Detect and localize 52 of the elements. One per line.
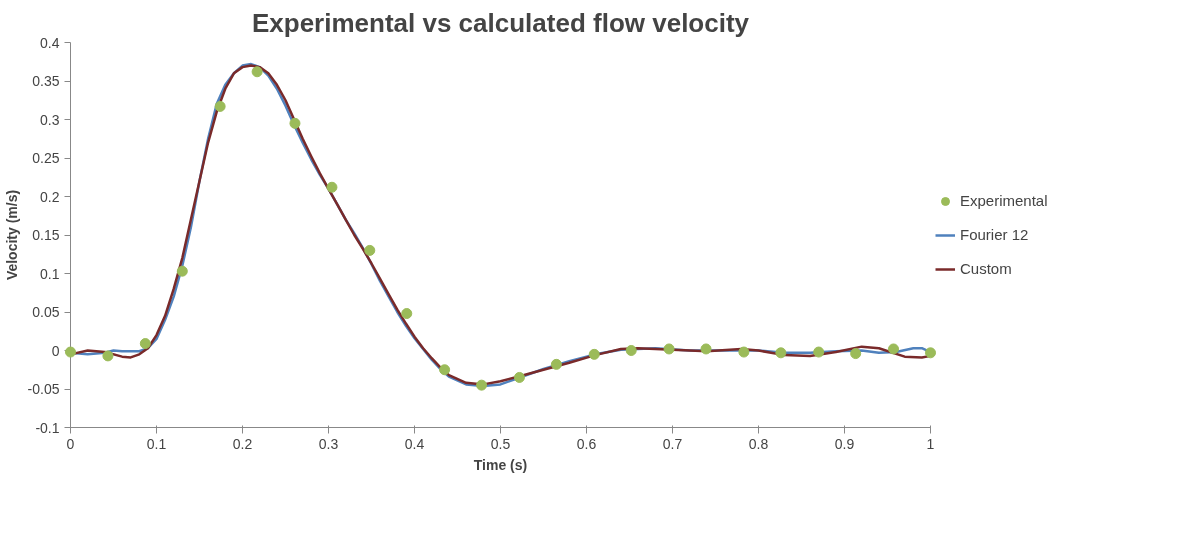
x-tick-label: 0 (66, 435, 75, 452)
point (401, 308, 413, 320)
y-tick-label: 0 (51, 342, 60, 359)
x-tick-label: 0.2 (232, 435, 253, 452)
point (775, 347, 787, 359)
point (550, 358, 562, 370)
point (289, 117, 301, 129)
point (663, 343, 675, 355)
point (176, 265, 188, 277)
point (439, 364, 451, 376)
x-tick-label: 0.1 (146, 435, 167, 452)
point (588, 348, 600, 360)
y-tick-label: 0.35 (32, 73, 60, 89)
point (214, 100, 226, 112)
y-tick-label: -0.1 (35, 419, 60, 436)
legend-label: Experimental (960, 192, 1048, 209)
point (700, 343, 712, 355)
x-tick-label: 0.8 (748, 435, 769, 452)
x-tick-label: 0.3 (318, 435, 339, 452)
point (625, 345, 637, 356)
x-tick-label: 0.6 (576, 435, 597, 452)
chart-title: Experimental vs calculated flow velocity (251, 7, 750, 38)
x-tick-label: 1 (926, 435, 935, 452)
point (364, 244, 376, 256)
x-tick-label: 0.5 (490, 435, 511, 452)
x-axis-title: Time (s) (473, 456, 528, 473)
point (888, 343, 900, 355)
y-tick-label: 0.05 (32, 304, 60, 320)
point (65, 346, 76, 358)
point (102, 350, 114, 362)
point (139, 338, 151, 350)
y-tick-label: 0.2 (40, 188, 60, 205)
point (738, 346, 750, 358)
legend-label: Fourier 12 (960, 226, 1029, 243)
point (513, 371, 525, 383)
point (813, 346, 825, 358)
point (326, 181, 338, 193)
y-tick-label: 0.1 (40, 265, 60, 282)
point (925, 347, 936, 359)
x-tick-label: 0.9 (834, 435, 855, 452)
legend-label: Custom (960, 260, 1012, 277)
x-tick-label: 0.4 (404, 435, 425, 452)
point (251, 66, 263, 78)
y-tick-label: 0.4 (40, 34, 60, 51)
y-tick-label: 0.15 (32, 227, 60, 243)
y-tick-label: 0.25 (32, 150, 60, 166)
y-axis-title: Velocity (m/s) (3, 189, 20, 281)
point (476, 379, 488, 391)
x-tick-label: 0.7 (662, 435, 683, 452)
point (850, 348, 862, 360)
y-tick-label: -0.05 (27, 381, 60, 397)
y-tick-label: 0.3 (40, 111, 60, 128)
